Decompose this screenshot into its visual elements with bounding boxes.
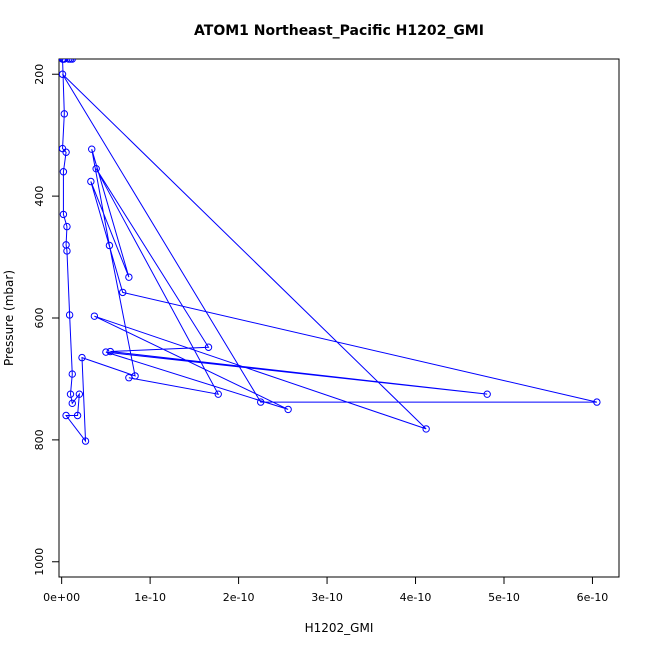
data-point [284, 405, 292, 414]
x-tick-label: 5e-10 [488, 591, 520, 604]
data-point [68, 59, 76, 63]
x-tick-label: 3e-10 [311, 591, 343, 604]
data-point [62, 148, 70, 156]
y-axis-label: Pressure (mbar) [2, 270, 16, 366]
data-point [63, 247, 71, 255]
y-tick-label: 200 [33, 64, 46, 85]
data-point [92, 164, 100, 173]
data-point [90, 312, 99, 320]
data-point [62, 411, 70, 420]
data-point [119, 288, 127, 297]
y-tick-label: 800 [33, 429, 46, 450]
data-point [87, 177, 95, 186]
data-point [75, 390, 84, 398]
data-point [68, 399, 76, 408]
y-tick-label: 400 [33, 186, 46, 207]
data-point [81, 437, 90, 445]
data-point [60, 110, 69, 118]
data-point [59, 59, 68, 63]
data-point [59, 168, 68, 176]
y-tick-label: 600 [33, 308, 46, 329]
data-point [88, 145, 96, 153]
x-axis: 0e+00 1e-10 2e-10 3e-10 4e-10 5e-10 6e-10 [43, 576, 609, 604]
data-point [59, 210, 68, 219]
data-point [257, 398, 265, 406]
data-point [214, 390, 222, 398]
y-tick-label: 1000 [33, 548, 46, 576]
data-point [106, 347, 115, 356]
data-point [102, 348, 110, 356]
x-tick-label: 2e-10 [223, 591, 255, 604]
data-point [125, 273, 133, 281]
series-line [62, 59, 597, 443]
data-point [125, 374, 133, 382]
x-tick-label: 0e+00 [43, 591, 80, 604]
data-point [63, 222, 71, 231]
data-point [422, 425, 430, 433]
chart-title: ATOM1 Northeast_Pacific H1202_GMI [194, 23, 484, 39]
x-axis-label: H1202_GMI [305, 621, 374, 635]
data-point [68, 370, 76, 378]
data-point [105, 241, 114, 250]
series-layer [59, 59, 601, 445]
x-tick-label: 4e-10 [400, 591, 432, 604]
data-point [204, 343, 213, 351]
x-tick-label: 6e-10 [577, 591, 609, 604]
data-point [483, 390, 491, 398]
y-axis: 200 400 600 800 1000 [33, 64, 60, 576]
data-point [78, 353, 86, 362]
x-tick-label: 1e-10 [134, 591, 166, 604]
data-point [593, 398, 601, 406]
data-point [65, 59, 73, 63]
data-point [59, 70, 67, 78]
data-point [73, 411, 82, 420]
data-point [65, 311, 74, 319]
data-point [66, 390, 75, 398]
